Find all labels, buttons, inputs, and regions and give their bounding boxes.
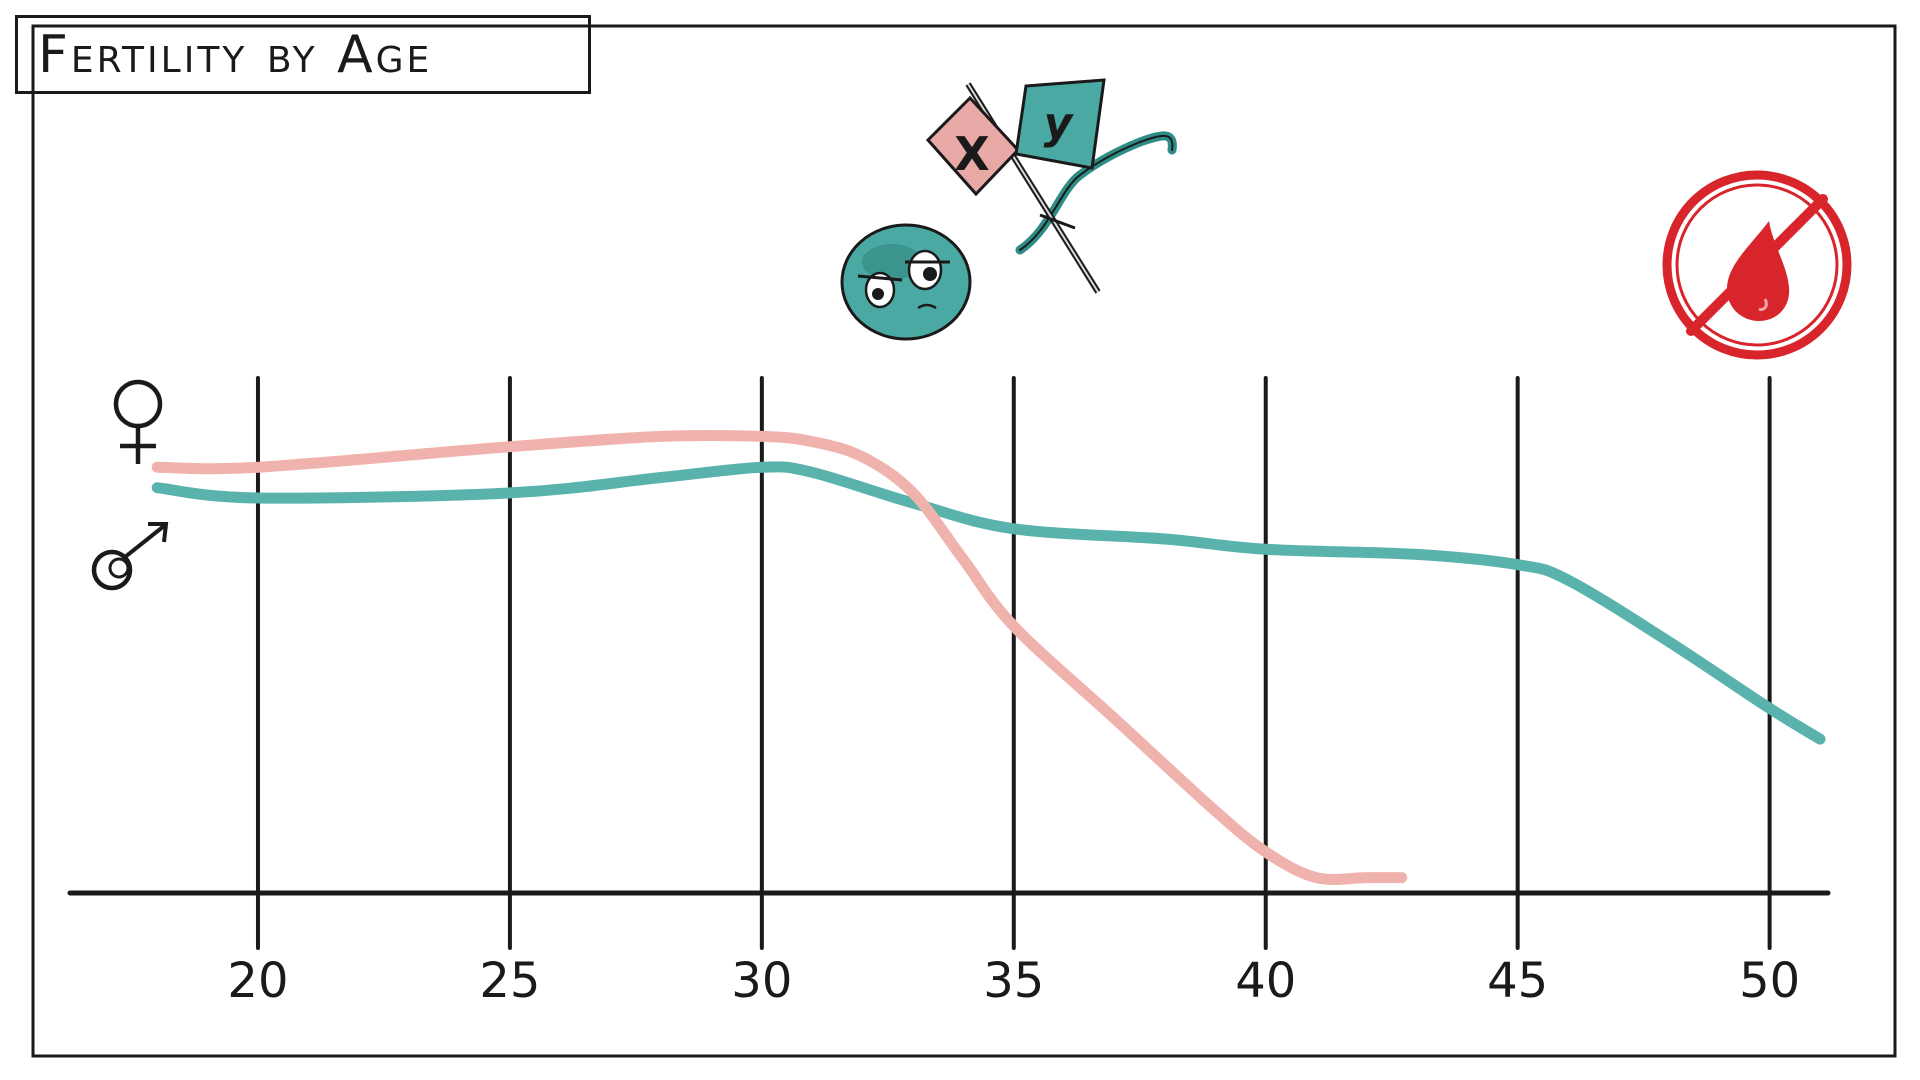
svg-text:y: y bbox=[1044, 98, 1075, 149]
x-tick-label-30: 30 bbox=[731, 953, 792, 1009]
x-tick-label-45: 45 bbox=[1487, 953, 1548, 1009]
grid-lines bbox=[255, 376, 1772, 950]
no-menstruation-icon bbox=[1662, 170, 1852, 360]
x-tick-label-20: 20 bbox=[227, 953, 288, 1009]
x-tick-label-40: 40 bbox=[1235, 953, 1296, 1009]
series-female-line bbox=[151, 429, 1408, 885]
svg-text:X: X bbox=[954, 127, 989, 181]
frame-border bbox=[31, 24, 1897, 1058]
x-tick-label-25: 25 bbox=[479, 953, 540, 1009]
chart-title-box: Fertility by Age bbox=[15, 15, 591, 94]
female-symbol-icon bbox=[113, 379, 163, 464]
x-tick-labels: 20 25 30 35 40 45 50 bbox=[227, 953, 1800, 1009]
male-symbol-icon bbox=[91, 522, 169, 591]
x-tick-label-50: 50 bbox=[1739, 953, 1800, 1009]
x-tick-label-35: 35 bbox=[983, 953, 1044, 1009]
chart-title: Fertility by Age bbox=[38, 24, 433, 85]
series-male-line bbox=[151, 461, 1826, 745]
series-lines bbox=[151, 429, 1826, 885]
sperm-xy-flags-icon: X y bbox=[840, 78, 1177, 341]
